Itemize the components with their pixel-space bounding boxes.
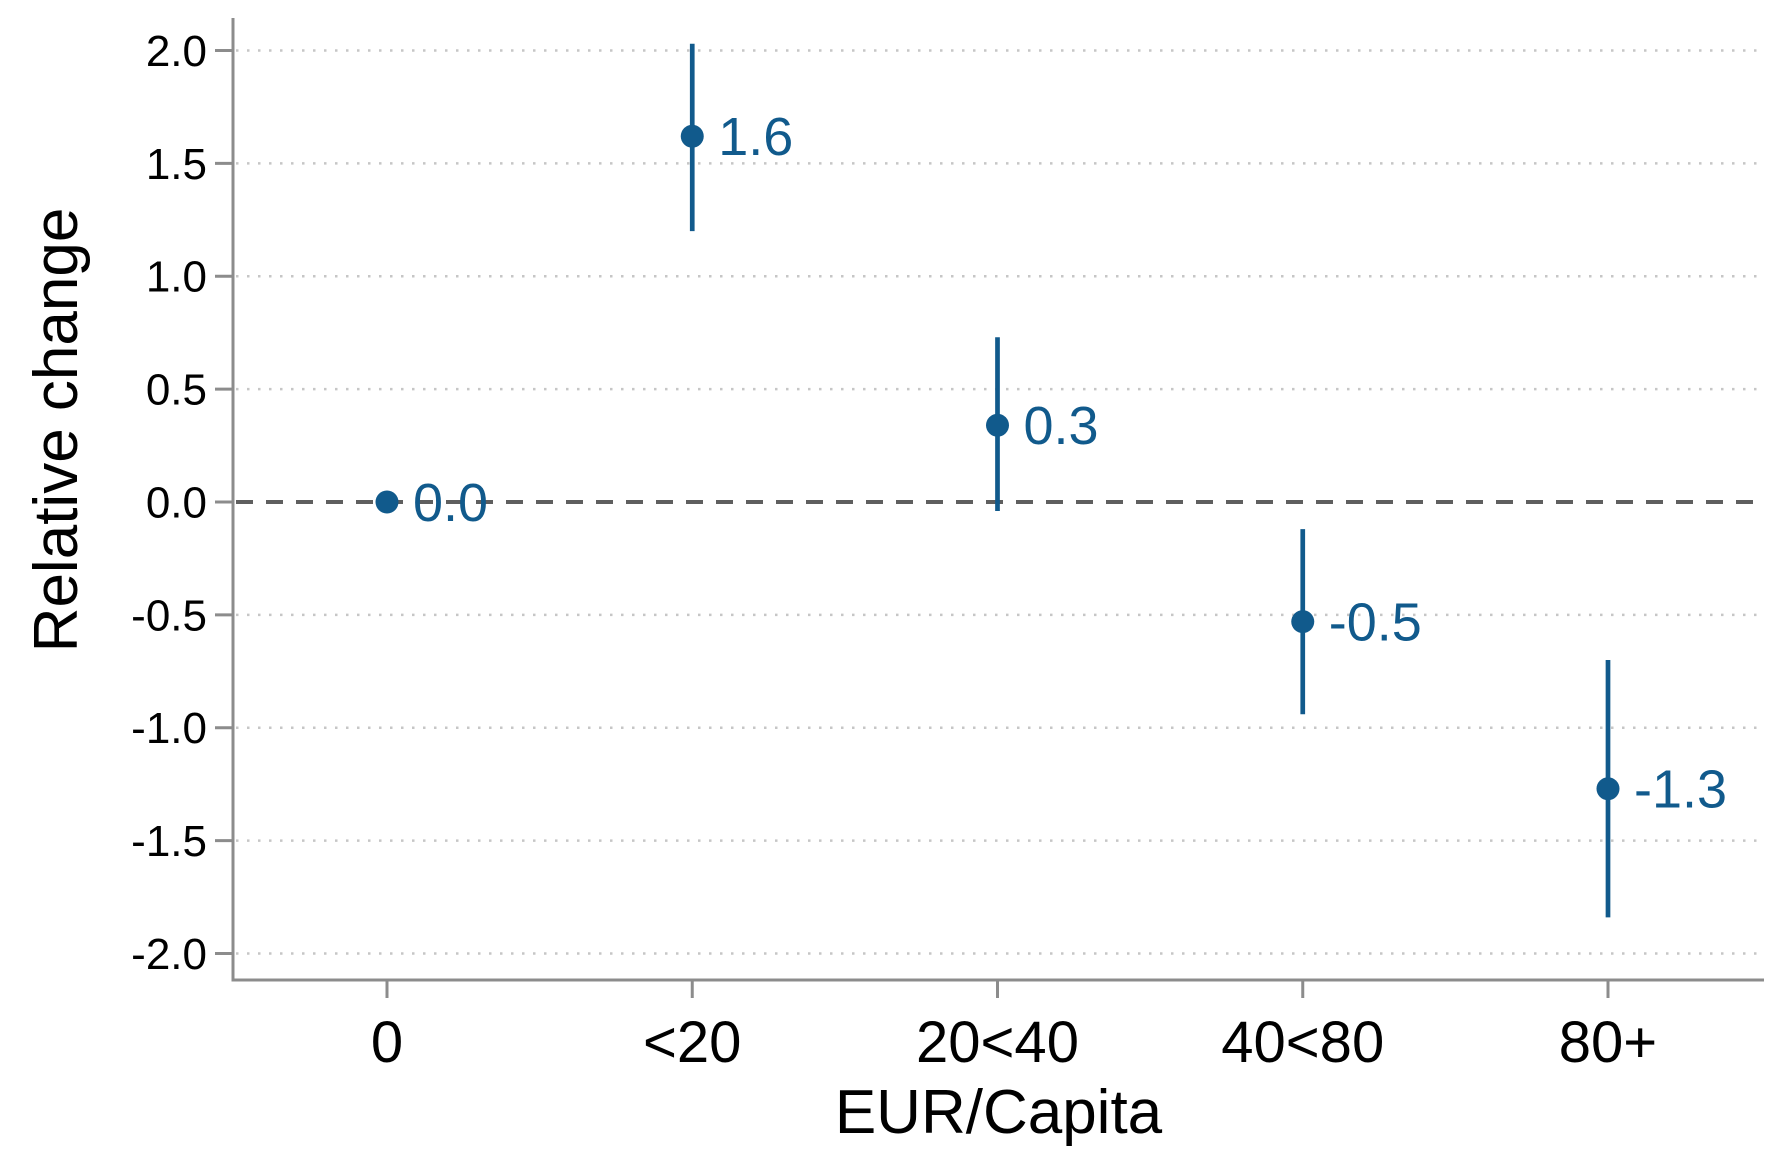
x-axis-title: EUR/Capita [834,1078,1163,1147]
data-point [1596,777,1620,801]
x-tick-label: 0 [371,1010,403,1075]
y-tick-label: -1.0 [131,704,207,753]
point-value-label: 0.0 [413,473,488,533]
point-value-label: -1.3 [1634,760,1727,820]
y-tick-label: 0.0 [146,478,207,527]
x-tick-label: <20 [643,1010,741,1075]
y-tick-label: 1.0 [146,253,207,302]
point-value-label: 0.3 [1024,396,1099,456]
point-value-label: -0.5 [1329,593,1422,653]
y-axis-title: Relative change [22,207,91,653]
data-point [680,124,704,148]
data-point [375,490,399,514]
y-tick-label: 1.5 [146,140,207,189]
x-tick-label: 80+ [1559,1010,1657,1075]
y-tick-label: -2.0 [131,930,207,979]
y-tick-label: -0.5 [131,591,207,640]
point-value-label: 1.6 [718,107,793,167]
y-tick-label: 2.0 [146,27,207,76]
data-point [1291,610,1315,634]
data-point [986,413,1009,437]
y-tick-label: -1.5 [131,817,207,866]
y-tick-label: 0.5 [146,366,207,415]
x-tick-label: 20<40 [916,1010,1079,1075]
x-tick-label: 40<80 [1221,1010,1384,1075]
